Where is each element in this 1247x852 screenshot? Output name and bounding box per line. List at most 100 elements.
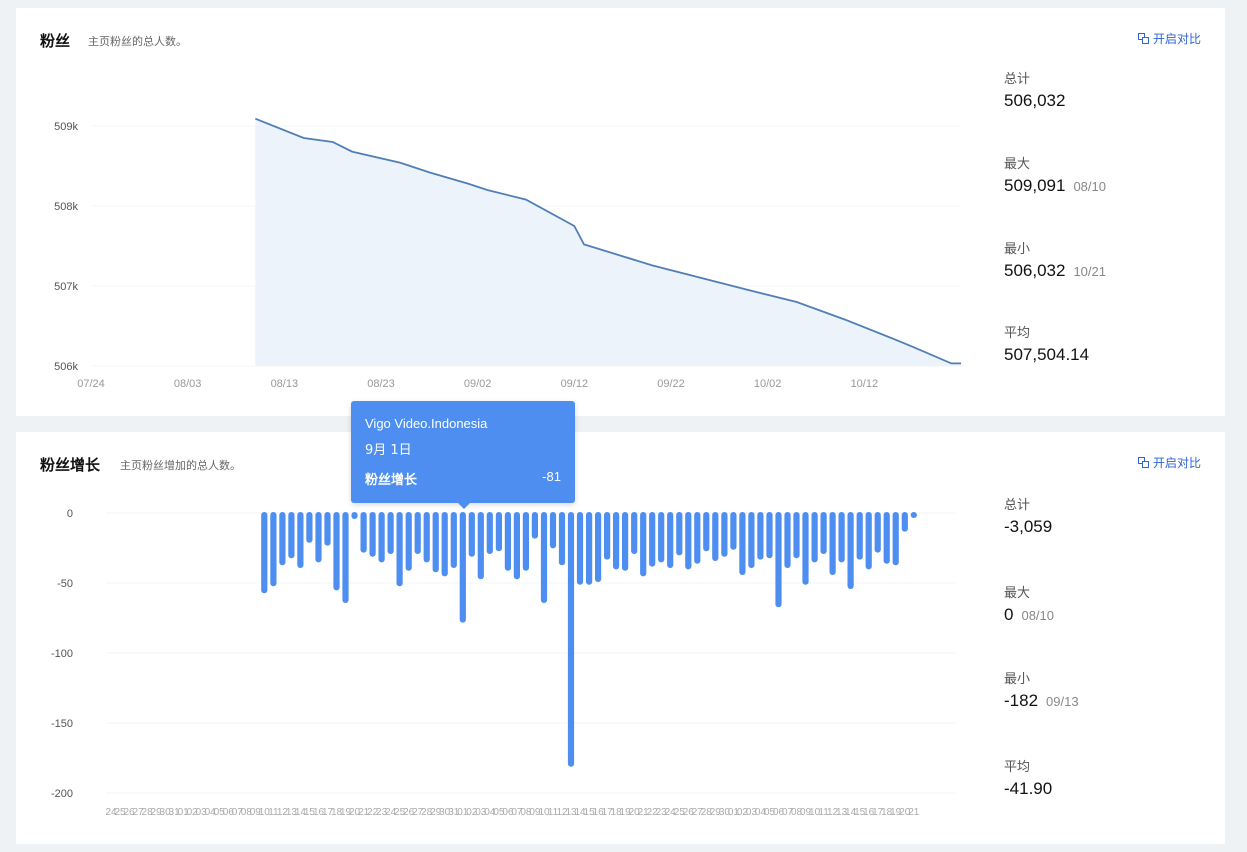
x-tick-label: 29 [710, 807, 722, 818]
x-tick-label: 10/12 [851, 378, 879, 390]
x-tick-label: 23 [656, 807, 668, 818]
x-tick-label: 16 [313, 807, 325, 818]
growth-bar [279, 512, 286, 566]
growth-bar [892, 512, 899, 566]
x-tick-label: 08 [241, 807, 253, 818]
growth-bar [306, 512, 313, 543]
growth-bar [558, 512, 566, 566]
growth-bar [531, 512, 538, 539]
x-tick-label: 04 [484, 807, 496, 818]
x-tick-label: 14 [845, 807, 857, 818]
growth-bar [297, 512, 304, 568]
growth-bar [261, 512, 268, 594]
growth-bar [414, 512, 421, 554]
x-tick-label: 24 [105, 807, 117, 818]
stat-value: -41.90 [1004, 779, 1053, 798]
x-tick-label: 01 [178, 807, 190, 818]
stat-value: 0 [1004, 605, 1014, 624]
x-tick-label: 09 [800, 807, 812, 818]
growth-bar [351, 512, 358, 519]
y-tick-label: 507k [54, 281, 78, 293]
x-tick-label: 17 [322, 807, 334, 818]
x-tick-label: 07/24 [77, 378, 105, 390]
x-tick-label: 24 [665, 807, 677, 818]
y-tick-label: 506k [54, 361, 78, 373]
growth-bar [694, 512, 701, 564]
x-tick-label: 14 [574, 807, 586, 818]
compare-label: 开启对比 [1152, 456, 1201, 470]
x-tick-label: 31 [169, 807, 181, 818]
growth-bar [486, 512, 493, 554]
growth-bar [712, 512, 719, 561]
y-tick-label: 508k [54, 201, 78, 213]
growth-bar [441, 512, 448, 577]
stat-max: 最大 0 08/10 [1004, 582, 1204, 625]
growth-bar [369, 512, 376, 557]
x-tick-label: 08/03 [174, 378, 202, 390]
x-tick-label: 11 [548, 807, 559, 818]
growth-bar [739, 512, 746, 575]
tooltip-value: -81 [542, 469, 561, 484]
stat-label: 平均 [1004, 760, 1031, 775]
x-tick-label: 06 [502, 807, 514, 818]
x-tick-label: 07 [232, 807, 244, 818]
x-tick-label: 16 [593, 807, 605, 818]
growth-bar [495, 512, 502, 552]
growth-bar [784, 512, 791, 568]
followers-subtitle: 主页粉丝的总人数。 [88, 35, 187, 48]
stat-date: 08/10 [1021, 608, 1055, 623]
x-tick-label: 07 [511, 807, 523, 818]
x-tick-label: 10/02 [754, 378, 782, 390]
stat-total: 总计 506,032 [1004, 68, 1204, 111]
growth-bar [459, 512, 466, 623]
x-tick-label: 30 [439, 807, 451, 818]
growth-bar [757, 512, 764, 560]
stat-date: 09/13 [1046, 694, 1079, 709]
x-tick-label: 08 [791, 807, 803, 818]
x-tick-label: 17 [602, 807, 614, 818]
x-tick-label: 03 [196, 807, 208, 818]
x-tick-label: 09 [529, 807, 541, 818]
compare-icon [1137, 457, 1149, 468]
growth-bar [748, 512, 755, 568]
x-tick-label: 13 [565, 807, 577, 818]
growth-bar [730, 512, 737, 550]
growth-bar [586, 512, 593, 585]
x-tick-label: 01 [728, 807, 740, 818]
x-tick-label: 09/12 [561, 378, 589, 390]
x-tick-label: 02 [466, 807, 478, 818]
growth-bar [613, 512, 620, 570]
x-tick-label: 09 [250, 807, 262, 818]
growth-chart[interactable]: 0-50-100-150-200242526272829303101020304… [16, 432, 976, 844]
chart-tooltip: Vigo Video.Indonesia 9月 1日 粉丝增长 -81 [351, 401, 575, 509]
growth-bar [288, 512, 295, 559]
x-tick-label: 31 [448, 807, 460, 818]
followers-chart[interactable]: 509k 508k 507k 506k 07/24 08/03 08/13 08/23 09/0… [16, 8, 976, 416]
x-tick-label: 13 [286, 807, 298, 818]
growth-compare-button[interactable]: 开启对比 [1137, 454, 1201, 471]
y-tick-label: -150 [51, 718, 73, 730]
growth-bar [396, 512, 403, 587]
stat-total: 总计 -3,059 [1004, 494, 1204, 537]
x-tick-label: 05 [764, 807, 776, 818]
stat-date: 08/10 [1073, 179, 1106, 194]
x-tick-label: 26 [123, 807, 135, 818]
x-tick-label: 15 [584, 807, 596, 818]
x-tick-label: 06 [773, 807, 785, 818]
followers-area [255, 118, 962, 366]
tooltip-date: 9月 1日 [365, 443, 412, 458]
growth-bar [901, 512, 908, 532]
x-tick-label: 11 [818, 807, 829, 818]
growth-bar [658, 512, 665, 563]
x-tick-label: 17 [872, 807, 884, 818]
compare-label: 开启对比 [1152, 32, 1201, 46]
y-tick-label: 0 [67, 508, 73, 520]
followers-compare-button[interactable]: 开启对比 [1137, 30, 1201, 47]
growth-bar [504, 512, 511, 571]
growth-bar [378, 512, 385, 563]
growth-bar [576, 512, 584, 585]
x-tick-label: 18 [611, 807, 623, 818]
growth-bar [667, 512, 674, 568]
x-tick-label: 14 [295, 807, 307, 818]
growth-bar [631, 512, 638, 554]
